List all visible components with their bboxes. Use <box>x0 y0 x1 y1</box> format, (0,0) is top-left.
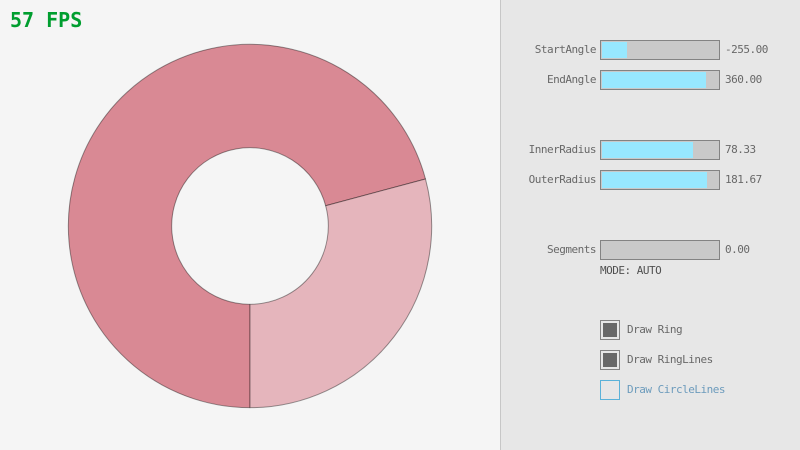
slider-value: 181.67 <box>725 173 762 186</box>
draw-ringlines-checkbox[interactable]: Draw RingLines <box>600 350 800 370</box>
slider-value: 0.00 <box>725 243 750 256</box>
slider-fill <box>602 142 693 158</box>
start-angle-slider[interactable] <box>600 40 720 60</box>
checkbox-box[interactable] <box>600 320 620 340</box>
draw-circlelines-checkbox[interactable]: Draw CircleLines <box>600 380 800 400</box>
slider-fill <box>602 72 707 88</box>
ring-sector-single <box>249 178 433 409</box>
slider-row-start-angle: StartAngle -255.00 <box>501 40 800 60</box>
slider-label: EndAngle <box>547 73 596 86</box>
inner-radius-slider[interactable] <box>600 140 720 160</box>
checkbox-box[interactable] <box>600 380 620 400</box>
checkbox-box[interactable] <box>600 350 620 370</box>
draw-ring-checkbox[interactable]: Draw Ring <box>600 320 800 340</box>
checkbox-check-mark <box>603 353 617 367</box>
fps-counter: 57 FPS <box>10 8 83 32</box>
slider-value: 360.00 <box>725 73 762 86</box>
slider-fill <box>602 172 708 188</box>
slider-row-end-angle: EndAngle 360.00 <box>501 70 800 90</box>
slider-label: InnerRadius <box>528 143 597 156</box>
ring-shape <box>67 43 433 409</box>
slider-label: StartAngle <box>534 43 597 56</box>
slider-row-segments: Segments 0.00 <box>501 240 800 260</box>
checkbox-label: Draw Ring <box>627 323 683 336</box>
checkbox-check-mark <box>603 323 617 337</box>
ring-sector-overlap <box>67 43 427 409</box>
slider-row-outer-radius: OuterRadius 181.67 <box>501 170 800 190</box>
control-panel: StartAngle -255.00 EndAngle 360.00 Inner… <box>500 0 800 450</box>
slider-value: -255.00 <box>725 43 768 56</box>
checkbox-label: Draw CircleLines <box>627 383 725 396</box>
checkbox-label: Draw RingLines <box>627 353 713 366</box>
segments-mode-text: MODE: AUTO <box>600 264 662 277</box>
slider-fill <box>602 42 628 58</box>
slider-label: Segments <box>547 243 596 256</box>
segments-slider[interactable] <box>600 240 720 260</box>
slider-row-inner-radius: InnerRadius 78.33 <box>501 140 800 160</box>
outer-radius-slider[interactable] <box>600 170 720 190</box>
slider-value: 78.33 <box>725 143 756 156</box>
end-angle-slider[interactable] <box>600 70 720 90</box>
slider-label: OuterRadius <box>528 173 597 186</box>
